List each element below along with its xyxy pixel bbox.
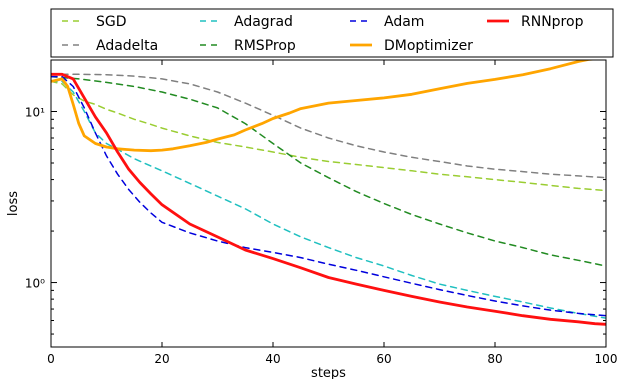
legend-items: SGD Adadelta Adagrad RMSProp Adam DMoptimizer… [62,14,584,54]
legend-label-rnnprop: RNNprop [521,14,584,30]
series-line-adadelta [51,73,606,179]
plot-frame [50,59,607,348]
x-tick-label: 20 [154,352,169,366]
legend-label-adadelta: Adadelta [96,38,158,54]
series-line-sgd [51,80,606,192]
legend-label-rmsprop: RMSProp [234,38,296,54]
legend: SGD Adadelta Adagrad RMSProp Adam DMoptimizer… [50,8,614,58]
x-tick-label: 40 [265,352,280,366]
series-line-dmoptimizer [51,60,601,153]
series-line-adam [51,75,606,317]
legend-label-adam: Adam [384,14,424,30]
series-line-rnnprop [51,72,606,326]
ticks-layer: 0 20 40 60 80 100 10⁰ 10¹ [25,59,618,366]
legend-label-dmoptimizer: DMoptimizer [384,38,473,54]
series-line-adagrad [51,80,606,319]
x-tick-label: 80 [487,352,502,366]
legend-label-sgd: SGD [96,14,127,30]
y-tick-label: 10¹ [25,105,45,119]
x-tick-label: 100 [595,352,618,366]
y-tick-label: 10⁰ [25,277,45,291]
series-layer [51,60,606,326]
series-line-rmsprop [51,75,606,267]
legend-box [50,8,614,58]
y-axis-label: loss [6,191,21,216]
x-tick-label: 60 [376,352,391,366]
legend-label-adagrad: Adagrad [234,14,293,30]
x-tick-label: 0 [47,352,55,366]
x-axis-label: steps [311,366,346,379]
